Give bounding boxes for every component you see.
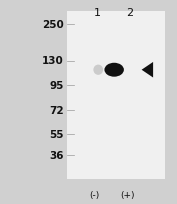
Text: 2: 2 (126, 8, 133, 18)
Ellipse shape (104, 63, 124, 77)
Ellipse shape (93, 65, 103, 75)
Text: 36: 36 (49, 150, 64, 160)
Polygon shape (142, 63, 153, 78)
Text: 72: 72 (49, 105, 64, 115)
Text: 1: 1 (94, 8, 101, 18)
Text: 95: 95 (49, 81, 64, 91)
Text: 250: 250 (42, 20, 64, 29)
Text: (-): (-) (90, 190, 100, 199)
Text: 130: 130 (42, 56, 64, 66)
Bar (67, 12, 165, 180)
Text: (+): (+) (120, 190, 135, 199)
Text: 55: 55 (49, 130, 64, 140)
